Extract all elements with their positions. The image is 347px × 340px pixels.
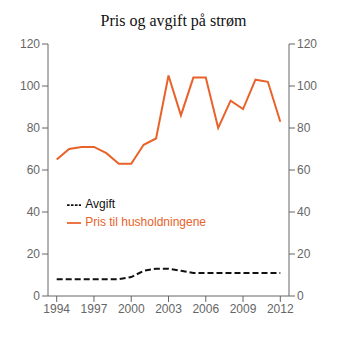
svg-text:120: 120	[297, 37, 317, 51]
svg-text:100: 100	[20, 79, 40, 93]
html-text:Pris til husholdningene: Pris til husholdningene	[85, 215, 206, 230]
svg-text:20: 20	[27, 247, 41, 261]
svg-text:80: 80	[27, 121, 41, 135]
svg-text:40: 40	[297, 205, 311, 219]
svg-text:100: 100	[297, 79, 317, 93]
svg-text:2006: 2006	[192, 302, 219, 316]
svg-text:2000: 2000	[118, 302, 145, 316]
svg-text:2012: 2012	[267, 302, 294, 316]
svg-text:60: 60	[27, 163, 41, 177]
svg-text:60: 60	[297, 163, 311, 177]
svg-text:80: 80	[297, 121, 311, 135]
svg-text:40: 40	[27, 205, 41, 219]
svg-text:1997: 1997	[81, 302, 108, 316]
svg-text:20: 20	[297, 247, 311, 261]
html-text:Pris og avgift på strøm: Pris og avgift på strøm	[100, 12, 247, 29]
svg-text:0: 0	[297, 289, 304, 303]
svg-text:1994: 1994	[43, 302, 70, 316]
svg-text:2009: 2009	[230, 302, 257, 316]
svg-text:120: 120	[20, 37, 40, 51]
html-text:Avgift: Avgift	[85, 197, 116, 212]
svg-text:0: 0	[33, 289, 40, 303]
svg-text:2003: 2003	[155, 302, 182, 316]
